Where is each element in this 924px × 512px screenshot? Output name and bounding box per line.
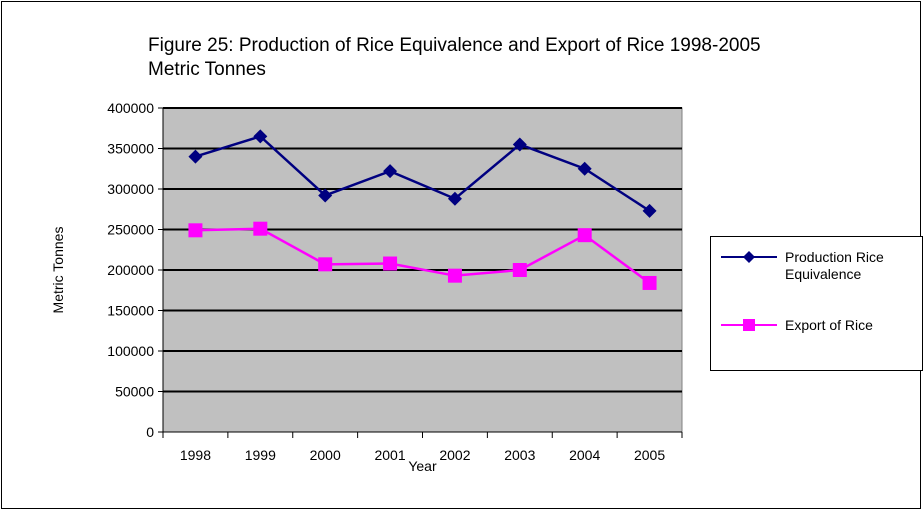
data-point-production — [253, 129, 268, 144]
chart-subtitle: Metric Tonnes — [148, 59, 266, 80]
y-tick-label: 50000 — [115, 384, 154, 400]
chart-legend: Production Rice Equivalence Export of Ri… — [710, 236, 923, 371]
data-point-export — [383, 256, 398, 271]
data-point-export — [577, 228, 592, 243]
data-point-production — [577, 161, 592, 176]
data-point-production — [642, 203, 657, 218]
data-point-production — [447, 191, 462, 206]
x-tick-label: 1998 — [180, 447, 211, 463]
legend-label-production: Production Rice Equivalence — [785, 249, 884, 282]
y-tick-label: 200000 — [107, 262, 154, 278]
chart-title: Figure 25: Production of Rice Equivalenc… — [148, 35, 761, 56]
data-point-export — [253, 221, 268, 236]
data-point-export — [447, 268, 462, 283]
x-axis-title: Year — [408, 458, 437, 474]
y-tick-label: 300000 — [107, 181, 154, 197]
data-point-export — [512, 263, 527, 277]
data-point-production — [512, 137, 527, 152]
y-tick-label: 100000 — [107, 343, 154, 359]
x-tick-label: 2005 — [634, 447, 665, 463]
x-tick-label: 2000 — [310, 447, 341, 463]
y-tick-label: 0 — [146, 424, 154, 440]
series-line-export — [195, 227, 651, 284]
y-tick-label: 150000 — [107, 303, 154, 319]
y-tick-label: 400000 — [107, 100, 154, 116]
data-point-production — [188, 149, 203, 164]
x-tick-label: 2004 — [569, 447, 600, 463]
series-line-production — [195, 134, 651, 212]
chart-title-block: Figure 25: Production of Rice Equivalenc… — [148, 34, 761, 82]
data-point-production — [383, 164, 398, 179]
legend-swatch-export — [721, 319, 777, 331]
y-axis-title: Metric Tonnes — [50, 227, 66, 314]
data-point-production — [318, 188, 333, 203]
y-tick-label: 250000 — [107, 222, 154, 238]
legend-label-export: Export of Rice — [785, 317, 873, 333]
x-tick-label: 1999 — [245, 447, 276, 463]
data-point-export — [188, 223, 203, 238]
x-tick-label: 2003 — [504, 447, 535, 463]
x-tick-label: 2001 — [374, 447, 405, 463]
x-tick-label: 2002 — [439, 447, 470, 463]
data-point-export — [642, 275, 657, 290]
y-tick-label: 350000 — [107, 141, 154, 157]
legend-swatch-production — [721, 251, 777, 263]
data-point-export — [318, 257, 333, 272]
